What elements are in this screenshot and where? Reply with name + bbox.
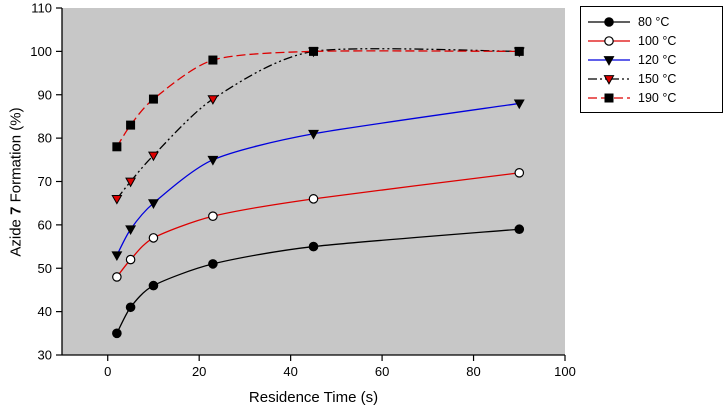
data-point-marker <box>208 55 218 65</box>
x-tick-label: 20 <box>192 364 206 379</box>
y-tick-label: 50 <box>38 261 52 276</box>
data-point-marker <box>125 225 137 236</box>
legend-item: 120 °C <box>587 52 716 67</box>
y-tick-label: 70 <box>38 174 52 189</box>
data-point-marker <box>148 280 159 291</box>
legend-item: 80 °C <box>587 14 716 29</box>
data-point-marker <box>112 328 122 339</box>
y-tick-label: 40 <box>38 304 52 319</box>
legend-line-sample <box>588 93 630 102</box>
data-point-marker <box>514 168 525 178</box>
y-axis-label-suffix: Formation (%) <box>7 107 25 207</box>
x-tick-label: 80 <box>466 364 480 379</box>
legend-line-sample <box>588 55 630 66</box>
data-point-marker <box>207 95 219 105</box>
data-point-marker <box>125 254 136 265</box>
x-tick-label: 0 <box>104 364 111 379</box>
legend-line-sample <box>588 35 630 46</box>
legend-marker <box>604 35 614 46</box>
plot-area-background <box>62 8 565 355</box>
y-axis-label-compound-number: 7 <box>7 206 25 215</box>
legend: 80 °C 100 °C 120 °C 150 °C 190 °C <box>580 6 723 113</box>
data-point-marker <box>308 129 319 140</box>
data-point-marker <box>148 151 159 162</box>
data-point-marker <box>208 211 218 221</box>
legend-label: 150 °C <box>638 71 677 86</box>
legend-label: 100 °C <box>638 33 677 48</box>
legend-line-sample <box>588 74 630 85</box>
legend-label: 190 °C <box>638 90 677 105</box>
legend-item: 190 °C <box>587 90 716 105</box>
data-point-marker <box>514 46 524 56</box>
data-point-marker <box>513 99 525 110</box>
data-point-marker <box>308 194 319 204</box>
legend-line-sample <box>588 16 630 27</box>
x-tick-label: 60 <box>375 364 389 379</box>
legend-label: 120 °C <box>638 52 677 67</box>
x-tick-label: 100 <box>554 364 576 379</box>
data-point-marker <box>112 272 122 282</box>
data-point-marker <box>148 199 159 210</box>
y-tick-label: 110 <box>31 1 52 16</box>
y-tick-label: 80 <box>38 131 52 146</box>
y-tick-label: 30 <box>38 348 52 363</box>
x-tick-label: 40 <box>283 364 297 379</box>
data-point-marker <box>111 251 123 262</box>
y-axis-label: Azide 7 Formation (%) <box>8 107 25 256</box>
data-point-marker <box>308 241 319 252</box>
data-point-marker <box>126 120 136 130</box>
y-tick-label: 90 <box>38 87 52 102</box>
data-point-marker <box>112 142 122 152</box>
data-point-marker <box>148 94 158 104</box>
data-point-marker <box>125 177 137 188</box>
y-tick-label: 60 <box>38 217 52 232</box>
y-tick-label: 100 <box>30 44 52 59</box>
y-axis-label-prefix: Azide <box>7 214 25 257</box>
x-axis-label: Residence Time (s) <box>248 389 379 406</box>
data-point-marker <box>514 224 525 235</box>
data-point-marker <box>309 46 318 56</box>
data-point-marker <box>207 155 219 166</box>
legend-label: 80 °C <box>638 14 670 29</box>
data-point-marker <box>125 302 136 313</box>
data-point-marker <box>148 233 159 243</box>
data-point-marker <box>111 194 123 205</box>
data-point-marker <box>208 259 218 269</box>
legend-marker <box>603 74 615 85</box>
legend-item: 150 °C <box>587 71 716 86</box>
legend-marker <box>604 93 614 102</box>
legend-marker <box>604 16 614 27</box>
legend-marker <box>603 55 615 66</box>
legend-item: 100 °C <box>587 33 716 48</box>
